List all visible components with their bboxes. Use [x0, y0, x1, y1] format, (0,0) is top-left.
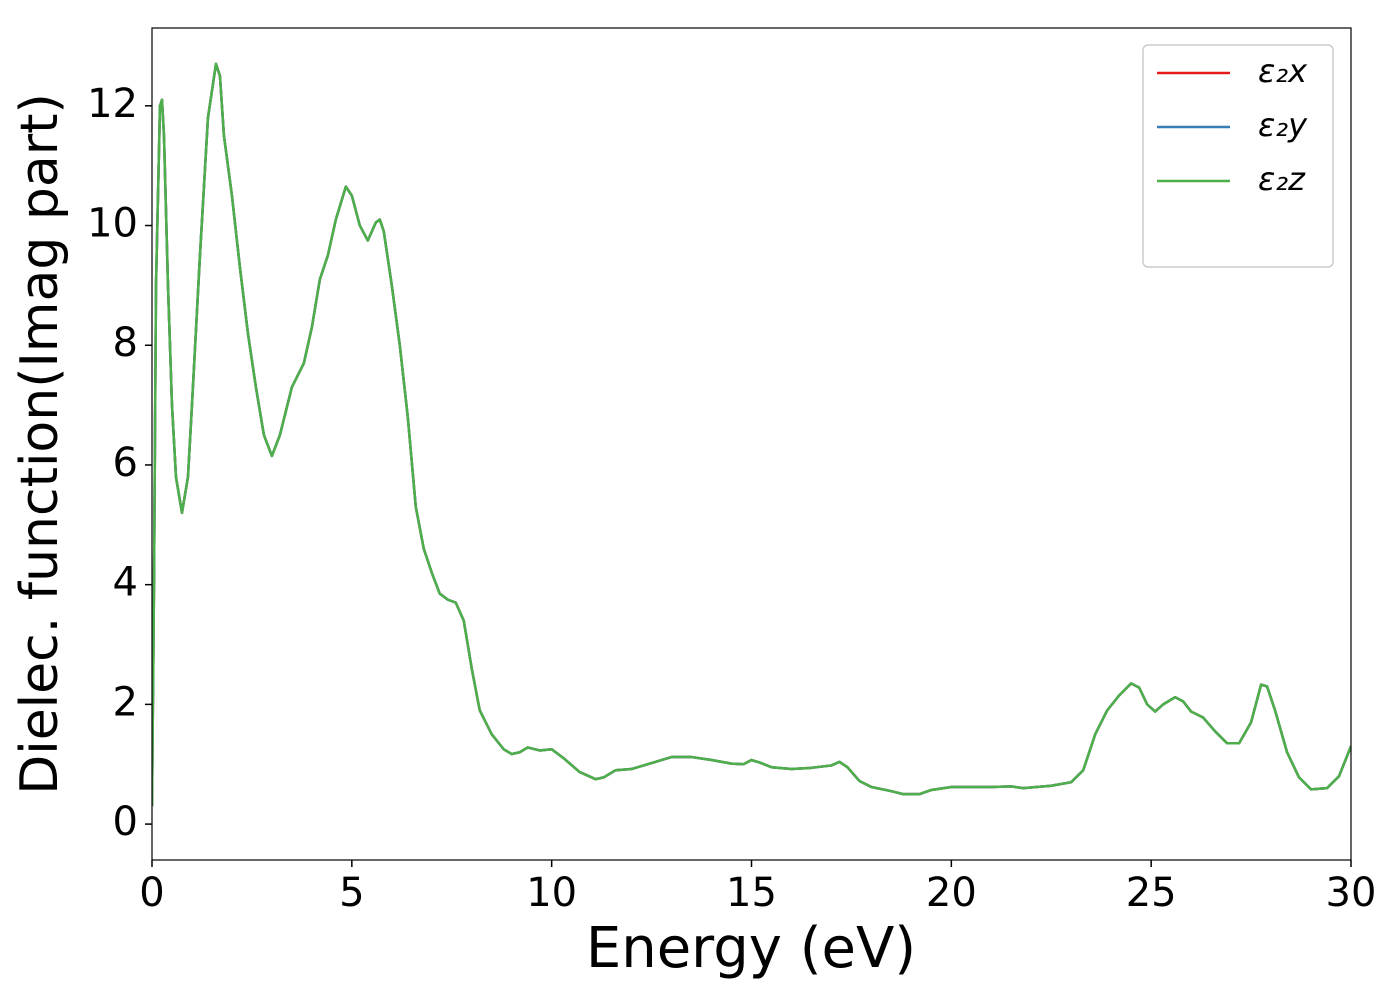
y-tick-label: 10: [87, 201, 138, 247]
y-tick-label: 8: [113, 320, 138, 366]
x-tick-label: 10: [526, 870, 577, 916]
x-tick-label: 20: [926, 870, 977, 916]
legend-label: ε₂y: [1258, 106, 1308, 144]
x-axis-label: Energy (eV): [586, 916, 916, 981]
plot-area: [152, 62, 1351, 807]
plot-frame: [151, 27, 1352, 861]
legend-box: [1142, 44, 1334, 268]
y-tick-label: 4: [113, 560, 138, 606]
legend-label: ε₂x: [1258, 52, 1308, 90]
x-tick-label: 15: [726, 870, 777, 916]
line-series: [152, 62, 1351, 807]
x-tick-label: 0: [139, 870, 164, 916]
y-tick-label: 6: [113, 440, 138, 486]
y-axis-label: Dielec. function(Imag part): [10, 93, 70, 795]
y-tick-label: 12: [87, 81, 138, 127]
x-tick-label: 5: [339, 870, 364, 916]
x-tick-label: 30: [1326, 870, 1377, 916]
legend-label: ε₂z: [1258, 160, 1306, 198]
x-tick-label: 25: [1126, 870, 1177, 916]
y-tick-label: 0: [113, 799, 138, 845]
y-tick-label: 2: [113, 679, 138, 725]
